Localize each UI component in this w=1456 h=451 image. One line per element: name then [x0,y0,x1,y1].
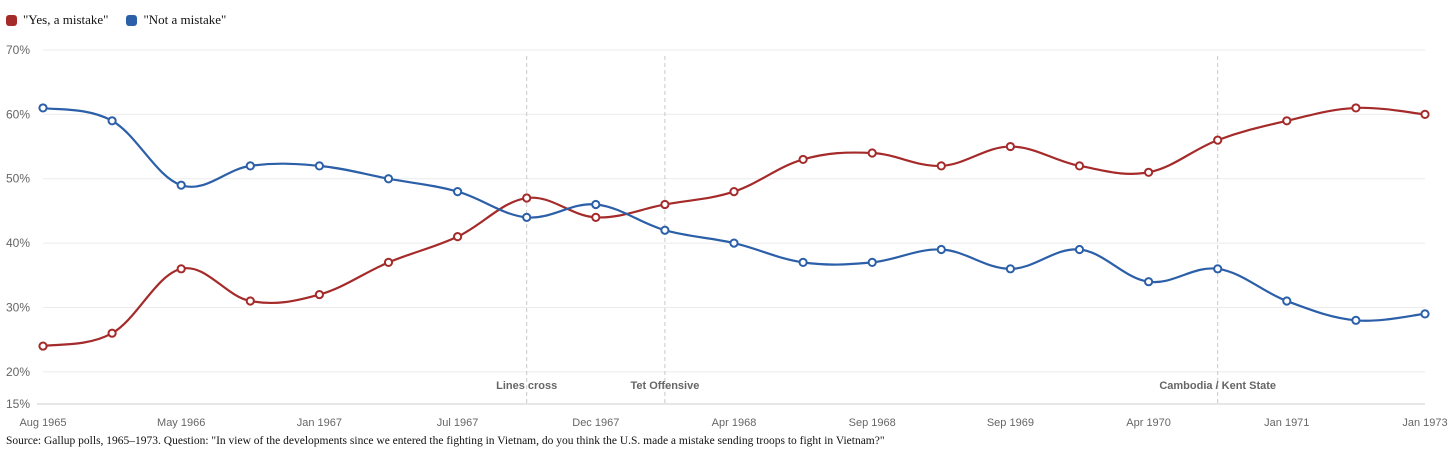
data-point [798,257,808,267]
data-point [936,244,946,255]
data-point [522,212,532,222]
data-point [660,225,670,235]
data-point [1420,309,1430,319]
data-point [1074,244,1085,255]
y-tick-label: 20% [6,365,30,379]
legend-swatch-yes [6,14,17,26]
y-tick-label: 40% [6,236,30,250]
data-point [1213,135,1223,145]
y-tick-label: 70% [6,43,30,57]
data-point [522,193,532,203]
line-chart: 15% 20% 30% 40% 50% 60% 70% Aug 1965 May 1966 Ja… [6,43,1448,429]
data-point [38,341,48,351]
y-axis: 15% 20% 30% 40% 50% 60% 70% [6,43,30,411]
y-tick-label: 60% [6,107,30,121]
x-tick-label: Dec 1967 [572,417,619,429]
annotation-label: Lines cross [496,380,557,392]
legend-label-no: "Not a mistake" [143,12,227,27]
legend-item-no[interactable]: "Not a mistake" [126,12,226,28]
series-yes-mistake [38,103,1430,351]
data-point [591,212,601,222]
annotation-label: Tet Offensive [630,380,699,392]
data-point [176,264,186,274]
data-point [591,199,601,210]
data-point [1144,277,1154,287]
data-point [1213,264,1223,274]
x-tick-label: Jan 1971 [1264,417,1309,429]
x-tick-label: Jan 1973 [1402,417,1447,429]
data-point [38,103,48,113]
x-tick-label: Apr 1970 [1126,417,1171,429]
x-tick-label: Jan 1967 [297,417,342,429]
legend-label-yes: "Yes, a mistake" [23,12,109,27]
x-tick-label: Sep 1969 [987,417,1034,429]
x-tick-label: Jul 1967 [437,417,479,429]
data-point [660,199,670,210]
data-point [729,187,739,197]
data-point [314,289,324,300]
data-point [453,232,463,242]
data-point [107,116,117,126]
data-point [729,238,739,248]
data-point [1351,315,1361,325]
annotation-label: Cambodia / Kent State [1159,380,1276,392]
x-axis: Aug 1965 May 1966 Jan 1967 Jul 1967 Dec 1967… [19,403,1448,429]
data-point [245,161,255,171]
data-point [798,154,808,165]
legend-item-yes[interactable]: "Yes, a mistake" [6,12,108,28]
x-tick-label: May 1966 [157,417,205,429]
data-point [1282,116,1292,126]
x-tick-label: Sep 1968 [849,417,896,429]
data-point [1282,296,1292,306]
annotations: Lines cross Tet Offensive Cambodia / Kent … [496,56,1276,404]
data-point [1074,161,1085,171]
x-tick-label: Aug 1965 [19,417,66,429]
legend-swatch-no [126,14,138,26]
data-point [936,161,946,171]
legend: "Yes, a mistake" "Not a mistake" [6,12,226,28]
data-point [1144,167,1154,177]
data-point [1351,103,1361,113]
data-point [1005,264,1016,274]
data-point [1005,141,1016,152]
data-point [867,148,877,158]
y-tick-label: 15% [6,397,30,411]
y-tick-label: 30% [6,300,30,314]
data-point [314,161,324,171]
data-point [245,296,255,306]
data-point [867,257,877,267]
data-point [383,174,394,184]
data-point [453,187,463,197]
data-point [176,180,186,190]
series-group [38,103,1430,351]
data-point [107,328,117,338]
data-point [383,257,394,267]
series-not-mistake [38,103,1430,325]
source-note: Source: Gallup polls, 1965–1973. Questio… [6,435,885,447]
x-tick-label: Apr 1968 [712,417,757,429]
y-tick-label: 50% [6,172,30,186]
data-point [1420,109,1430,119]
